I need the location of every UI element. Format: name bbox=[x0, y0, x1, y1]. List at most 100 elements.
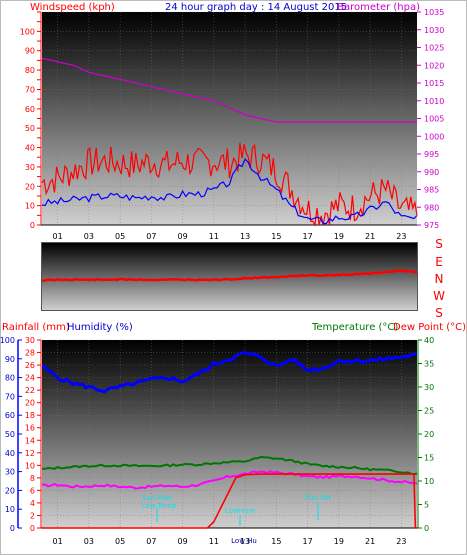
x-tick-label: 01 bbox=[53, 537, 63, 546]
x-tick-label: 07 bbox=[146, 232, 156, 241]
rainfall-tick-label: 12 bbox=[25, 449, 35, 458]
rainfall-tick-label: 4 bbox=[30, 499, 35, 508]
wind-plot-area bbox=[42, 12, 417, 225]
humidity-tick-label: 70 bbox=[5, 392, 15, 401]
x-tick-label: 13 bbox=[240, 232, 250, 241]
x-tick-label: 03 bbox=[84, 537, 94, 546]
x-tick-label: 13 bbox=[240, 537, 250, 546]
x-tick-label: 17 bbox=[303, 232, 313, 241]
baro-tick-label: 1010 bbox=[424, 97, 444, 106]
humidity-tick-label: 30 bbox=[5, 468, 15, 477]
windspeed-axis-title: Windspeed (kph) bbox=[30, 2, 115, 13]
temperature-tick-label: 30 bbox=[424, 383, 434, 392]
wind-tick-label: 100 bbox=[20, 27, 35, 36]
humidity-ticks: 0 10 20 30 40 50 60 70 80 90 100 bbox=[0, 336, 22, 533]
x-tick-label: 05 bbox=[115, 232, 125, 241]
x-tick-label: 21 bbox=[365, 232, 375, 241]
baro-tick-label: 990 bbox=[424, 168, 439, 177]
rainfall-tick-label: 2 bbox=[30, 511, 35, 520]
baro-tick-label: 1035 bbox=[424, 8, 444, 17]
direction-plot-area bbox=[42, 243, 417, 310]
temperature-tick-label: 5 bbox=[424, 501, 429, 510]
humidity-tick-label: 10 bbox=[5, 505, 15, 514]
rainfall-tick-label: 20 bbox=[25, 399, 35, 408]
rainfall-tick-label: 26 bbox=[25, 361, 35, 370]
humidity-tick-label: 20 bbox=[5, 486, 15, 495]
wind-tick-label: 70 bbox=[25, 85, 35, 94]
low-temp-label: Low Temp bbox=[142, 502, 177, 510]
humidity-tick-label: 0 bbox=[10, 524, 15, 533]
baro-tick-label: 995 bbox=[424, 150, 439, 159]
lower-plot-area bbox=[42, 340, 417, 528]
rainfall-tick-label: 18 bbox=[25, 411, 35, 420]
rainfall-tick-label: 30 bbox=[25, 336, 35, 345]
baro-tick-label: 1000 bbox=[424, 132, 444, 141]
x-tick-label: 01 bbox=[53, 232, 63, 241]
x-tick-label: 09 bbox=[178, 537, 188, 546]
direction-label: N bbox=[435, 272, 444, 286]
rainfall-tick-label: 6 bbox=[30, 486, 35, 495]
humidity-tick-label: 100 bbox=[0, 336, 15, 345]
direction-label: S bbox=[435, 306, 443, 320]
wind-x-ticks: 01 03 05 07 09 11 13 15 17 19 21 23 bbox=[53, 232, 407, 241]
barometer-axis-title: Barometer (hpa) bbox=[337, 2, 420, 13]
direction-label: S bbox=[435, 237, 443, 251]
temperature-tick-label: 35 bbox=[424, 360, 434, 369]
x-tick-label: 05 bbox=[115, 537, 125, 546]
x-tick-label: 03 bbox=[84, 232, 94, 241]
direction-frame bbox=[41, 242, 418, 311]
x-tick-label: 23 bbox=[396, 232, 406, 241]
x-tick-label: 09 bbox=[178, 232, 188, 241]
humidity-tick-label: 50 bbox=[5, 430, 15, 439]
temperature-tick-label: 0 bbox=[424, 524, 429, 533]
humidity-tick-label: 90 bbox=[5, 355, 15, 364]
rainfall-axis-title: Rainfall (mm) bbox=[2, 322, 70, 333]
chart-title: 24 hour graph day : 14 August 2015 bbox=[165, 2, 347, 13]
temperature-tick-label: 40 bbox=[424, 336, 434, 345]
wind-tick-label: 60 bbox=[25, 105, 35, 114]
baro-tick-label: 985 bbox=[424, 186, 439, 195]
wind-tick-label: 0 bbox=[30, 221, 35, 230]
temperature-tick-label: 25 bbox=[424, 407, 434, 416]
baro-tick-label: 980 bbox=[424, 203, 439, 212]
temperature-line bbox=[42, 455, 418, 476]
humidity-tick-label: 80 bbox=[5, 374, 15, 383]
rainfall-tick-label: 24 bbox=[25, 374, 35, 383]
lower-x-ticks: 01 03 05 07 09 11 13 15 17 19 21 23 bbox=[53, 537, 407, 546]
humidity-tick-label: 60 bbox=[5, 411, 15, 420]
wind-grid bbox=[42, 11, 417, 226]
temperature-tick-label: 20 bbox=[424, 430, 434, 439]
rainfall-tick-label: 22 bbox=[25, 386, 35, 395]
baro-tick-label: 1005 bbox=[424, 115, 444, 124]
wind-tick-label: 20 bbox=[25, 182, 35, 191]
x-tick-label: 21 bbox=[365, 537, 375, 546]
wind-tick-label: 30 bbox=[25, 163, 35, 172]
baro-tick-label: 1025 bbox=[424, 44, 444, 53]
x-tick-label: 11 bbox=[209, 232, 219, 241]
x-tick-label: 23 bbox=[396, 537, 406, 546]
wind-average-line bbox=[41, 158, 418, 225]
wind-tick-label: 50 bbox=[25, 124, 35, 133]
rainfall-tick-label: 28 bbox=[25, 349, 35, 358]
x-tick-label: 19 bbox=[334, 232, 344, 241]
sunrise-label: Sun Rise bbox=[142, 494, 172, 502]
barometer-line bbox=[41, 57, 417, 123]
x-tick-label: 07 bbox=[146, 537, 156, 546]
sunset-label: Sun Set bbox=[304, 494, 331, 502]
dewpoint-line bbox=[41, 469, 418, 490]
direction-labels: S E N W S bbox=[433, 237, 445, 320]
x-tick-label: 17 bbox=[303, 537, 313, 546]
wind-left-ticks: 0 10 20 30 40 50 60 70 80 90 100 bbox=[20, 11, 41, 230]
x-tick-label: 15 bbox=[271, 537, 281, 546]
baro-tick-label: 1015 bbox=[424, 79, 444, 88]
rainfall-tick-label: 8 bbox=[30, 474, 35, 483]
direction-line bbox=[41, 269, 418, 282]
humidity-tick-label: 40 bbox=[5, 449, 15, 458]
wind-tick-label: 80 bbox=[25, 66, 35, 75]
rainfall-tick-label: 10 bbox=[25, 461, 35, 470]
direction-label: W bbox=[433, 289, 445, 303]
wind-right-ticks: 975 980 985 990 995 1000 1005 1010 1015 1020 1025 1… bbox=[417, 8, 444, 230]
temperature-ticks: 0 5 10 15 20 25 30 35 40 bbox=[418, 336, 434, 533]
